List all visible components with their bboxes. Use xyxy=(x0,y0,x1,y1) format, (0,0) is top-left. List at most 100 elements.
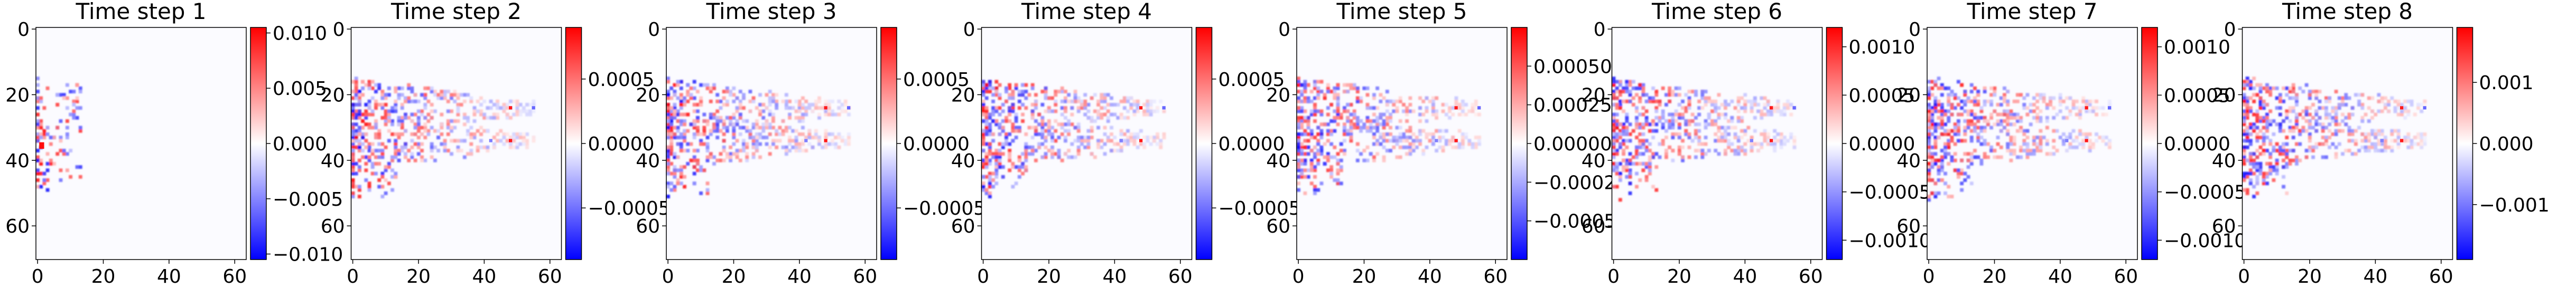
heatmap-cell xyxy=(509,136,513,140)
heatmap-cell xyxy=(450,96,453,100)
heatmap-cell xyxy=(2035,116,2040,120)
heatmap-cell xyxy=(679,122,683,127)
heatmap-cell xyxy=(367,83,371,87)
heatmap-cell xyxy=(1014,86,1018,90)
heatmap-cell xyxy=(988,191,992,195)
heatmap-cell xyxy=(771,93,775,97)
heatmap-cell xyxy=(745,145,749,149)
heatmap-cell xyxy=(1451,139,1455,143)
heatmap-cell xyxy=(377,178,382,182)
heatmap-cell xyxy=(1431,103,1435,107)
heatmap-cell xyxy=(988,171,992,176)
heatmap-cell xyxy=(758,142,762,146)
heatmap-cell xyxy=(1471,145,1475,149)
heatmap-cell xyxy=(1668,145,1672,149)
heatmap-cell xyxy=(1129,132,1133,136)
heatmap-cell xyxy=(505,106,509,110)
heatmap-cell xyxy=(2015,119,2020,123)
heatmap-cell xyxy=(1740,106,1744,110)
heatmap-plot xyxy=(351,27,562,260)
colorbar xyxy=(1826,27,1843,260)
heatmap-cell xyxy=(1779,132,1783,136)
heatmap-cell xyxy=(2068,132,2072,136)
heatmap-cell xyxy=(1316,161,1320,166)
heatmap-cell xyxy=(1428,132,1432,136)
heatmap-cell xyxy=(45,188,50,192)
heatmap-cell xyxy=(1379,142,1383,146)
heatmap-cell xyxy=(2242,188,2246,192)
heatmap-cell xyxy=(440,93,444,97)
heatmap-cell xyxy=(748,109,752,113)
heatmap-cell xyxy=(1707,116,1711,120)
heatmap-cell xyxy=(370,161,375,166)
heatmap-cell xyxy=(1297,90,1300,93)
heatmap-cell xyxy=(1668,86,1672,90)
heatmap-cell xyxy=(1960,83,1964,87)
heatmap-cell xyxy=(1093,155,1097,159)
heatmap-cell xyxy=(1385,103,1389,107)
heatmap-cell xyxy=(1379,93,1383,97)
heatmap-cell xyxy=(354,136,358,140)
heatmap-cell xyxy=(1011,93,1015,97)
heatmap-cell xyxy=(1658,155,1662,159)
heatmap-cell xyxy=(1937,165,1941,169)
heatmap-cell xyxy=(2009,149,2013,152)
heatmap-cell xyxy=(2314,119,2319,123)
heatmap-cell xyxy=(666,106,670,110)
heatmap-cell xyxy=(1083,139,1087,143)
heatmap-cell xyxy=(2025,129,2030,133)
heatmap-cell xyxy=(705,136,710,140)
heatmap-cell xyxy=(669,116,674,120)
heatmap-cell xyxy=(380,106,385,110)
heatmap-cell xyxy=(361,112,365,117)
heatmap-cell xyxy=(512,112,516,117)
heatmap-cell xyxy=(1625,119,1629,123)
heatmap-cell xyxy=(742,142,746,146)
heatmap-cell xyxy=(705,122,710,127)
heatmap-cell xyxy=(666,80,670,84)
heatmap-cell xyxy=(1113,103,1117,107)
heatmap-cell xyxy=(384,178,388,182)
heatmap-cell xyxy=(364,161,368,166)
heatmap-cell xyxy=(1786,139,1790,143)
heatmap-cell xyxy=(705,142,710,146)
heatmap-cell xyxy=(988,195,992,198)
heatmap-cell xyxy=(400,145,404,149)
heatmap-cell xyxy=(2265,90,2269,93)
heatmap-cell xyxy=(984,188,989,192)
heatmap-cell xyxy=(1431,109,1435,113)
heatmap-cell xyxy=(801,126,805,130)
heatmap-cell xyxy=(1723,103,1727,107)
heatmap-cell xyxy=(2088,139,2092,143)
heatmap-cell xyxy=(1008,152,1012,156)
heatmap-cell xyxy=(2019,155,2023,159)
heatmap-cell xyxy=(1651,185,1655,189)
heatmap-cell xyxy=(1297,188,1300,192)
heatmap-cell xyxy=(994,152,999,156)
heatmap-cell xyxy=(525,142,529,146)
heatmap-cell xyxy=(1349,112,1353,117)
heatmap-cell xyxy=(751,155,756,159)
heatmap-cell xyxy=(2081,99,2086,103)
colorbar-tick-label: 0.0010 xyxy=(2164,37,2230,59)
heatmap-cell xyxy=(1106,119,1110,123)
heatmap-cell xyxy=(709,155,713,159)
heatmap-cell xyxy=(1756,103,1760,107)
heatmap-cell xyxy=(1050,126,1054,130)
heatmap-cell xyxy=(679,175,683,179)
heatmap-cell xyxy=(367,86,371,90)
heatmap-cell xyxy=(1625,112,1629,117)
heatmap-cell xyxy=(1654,129,1659,133)
heatmap-cell xyxy=(1727,145,1731,149)
heatmap-cell xyxy=(462,99,467,103)
heatmap-cell xyxy=(404,99,407,103)
heatmap-cell xyxy=(502,106,506,110)
heatmap-cell xyxy=(1132,103,1137,107)
heatmap-cell xyxy=(705,158,710,162)
heatmap-cell xyxy=(1687,99,1691,103)
heatmap-cell xyxy=(1700,155,1705,159)
heatmap-cell xyxy=(1149,112,1153,117)
heatmap-cell xyxy=(357,109,361,113)
heatmap-cell xyxy=(748,99,752,103)
heatmap-cell xyxy=(1142,112,1147,117)
